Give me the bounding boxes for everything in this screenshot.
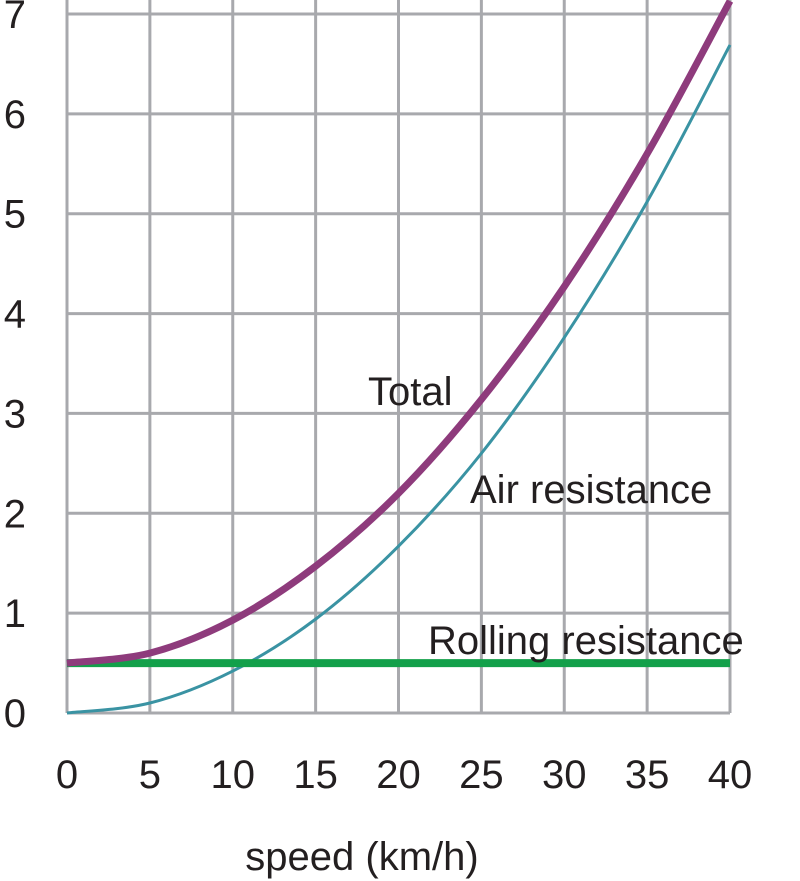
y-tick-label: 0 [4, 692, 26, 736]
series-label-air-resistance: Air resistance [470, 468, 712, 512]
y-axis-tick-labels: 0 1 2 3 4 5 6 7 [4, 0, 26, 736]
y-tick-label: 4 [4, 293, 26, 337]
grid [65, 0, 732, 715]
x-tick-label: 15 [293, 753, 338, 797]
y-tick-label: 6 [4, 93, 26, 137]
series-line-air-resistance [66, 44, 732, 715]
x-axis-tick-labels: 0 5 10 15 20 25 30 35 40 [56, 753, 752, 797]
series-label-rolling-resistance: Rolling resistance [428, 619, 744, 663]
x-tick-label: 20 [376, 753, 421, 797]
x-tick-label: 30 [542, 753, 587, 797]
x-tick-label: 25 [459, 753, 504, 797]
series-labels: Total Air resistance Rolling resistance [368, 370, 744, 663]
series-label-total: Total [368, 370, 453, 414]
x-tick-label: 0 [56, 753, 78, 797]
x-tick-label: 5 [139, 753, 161, 797]
x-tick-label: 10 [211, 753, 256, 797]
y-tick-label: 5 [4, 193, 26, 237]
y-tick-label: 7 [4, 0, 26, 37]
series-lines [66, 0, 734, 715]
x-tick-label: 35 [625, 753, 670, 797]
y-tick-label: 2 [4, 492, 26, 536]
x-axis-title: speed (km/h) [245, 835, 478, 879]
series-line-total [66, 0, 734, 667]
y-tick-label: 3 [4, 392, 26, 436]
y-tick-label: 1 [4, 592, 26, 636]
x-tick-label: 40 [708, 753, 753, 797]
